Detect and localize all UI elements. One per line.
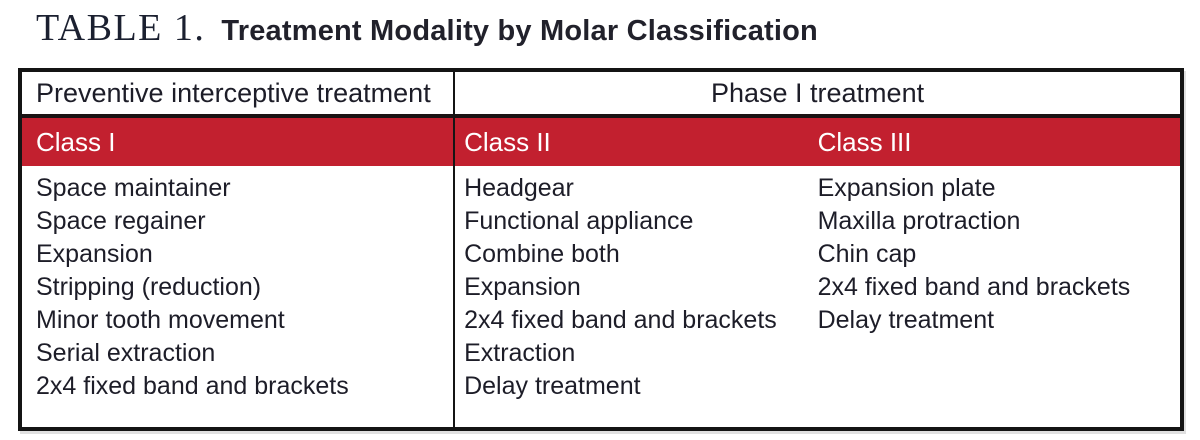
list-item: Headgear [464,174,574,202]
list-item: Serial extraction [36,339,216,367]
list-item: 2x4 fixed band and brackets [817,273,1131,301]
treatment-modality-table: Preventive interceptive treatment Phase … [18,68,1184,431]
class-band-class-ii: Class II [455,118,811,166]
class-iii-label: Class III [817,126,912,157]
list-item: Expansion [464,273,581,301]
list-item: Stripping (reduction) [36,273,262,301]
list-item: 2x4 fixed band and brackets [464,306,777,334]
page-title: TABLE 1. Treatment Modality by Molar Cla… [36,6,818,50]
header-label-phase1: Phase I treatment [710,77,925,108]
header-label-preventive: Preventive interceptive treatment [36,77,431,108]
list-item: 2x4 fixed band and brackets [36,372,349,400]
list-item: Expansion [36,240,153,268]
body-column-class-i: Space maintainer Space regainer Expansio… [22,166,456,427]
header-cell-preventive-interceptive: Preventive interceptive treatment [22,72,456,118]
list-item: Space regainer [36,207,206,235]
list-item: Delay treatment [817,306,995,334]
list-item: Expansion plate [817,174,996,202]
list-item: Functional appliance [464,207,694,235]
class-ii-label: Class II [464,126,551,157]
list-item: Extraction [464,339,576,367]
class-band-class-i: Class I [22,118,456,166]
table-number-label: TABLE 1. [36,7,206,49]
class-ii-treatment-list: Headgear Functional appliance Combine bo… [464,172,811,403]
header-cell-phase1: Phase I treatment [455,72,1180,118]
table-caption: Treatment Modality by Molar Classificati… [221,15,818,47]
body-column-class-iii: Expansion plate Maxilla protraction Chin… [810,166,1180,427]
class-i-treatment-list: Space maintainer Space regainer Expansio… [36,172,453,403]
list-item: Chin cap [817,240,917,268]
class-iii-treatment-list: Expansion plate Maxilla protraction Chin… [818,172,1180,337]
body-column-class-ii: Headgear Functional appliance Combine bo… [455,166,811,427]
list-item: Space maintainer [36,174,231,202]
list-item: Minor tooth movement [36,306,285,334]
class-band-class-iii: Class III [810,118,1180,166]
list-item: Maxilla protraction [817,207,1021,235]
list-item: Delay treatment [464,372,641,400]
class-i-label: Class I [36,126,116,157]
list-item: Combine both [464,240,620,268]
